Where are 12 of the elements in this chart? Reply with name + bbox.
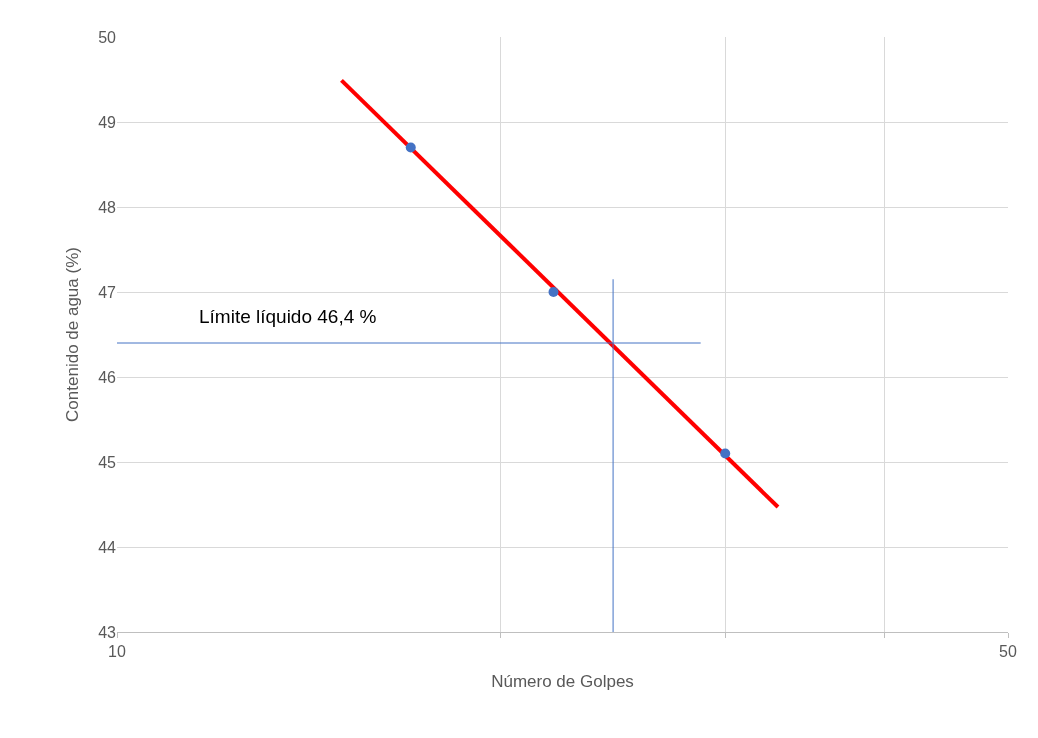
y-tick-label: 49 bbox=[98, 113, 117, 131]
y-tick-label: 46 bbox=[98, 368, 117, 386]
annotation: Límite líquido 46,4 % bbox=[199, 306, 377, 327]
y-tick-label: 47 bbox=[98, 283, 117, 301]
x-tick-label: 10 bbox=[108, 643, 126, 661]
y-tick-label: 45 bbox=[98, 453, 117, 471]
y-tick-label: 43 bbox=[98, 623, 117, 641]
y-tick-label: 50 bbox=[98, 28, 117, 46]
x-axis-title: Número de Golpes bbox=[491, 671, 634, 691]
y-axis-title: Contenido de agua (%) bbox=[62, 247, 82, 422]
y-tick-label: 44 bbox=[98, 538, 117, 556]
y-tick-label: 48 bbox=[98, 198, 117, 216]
